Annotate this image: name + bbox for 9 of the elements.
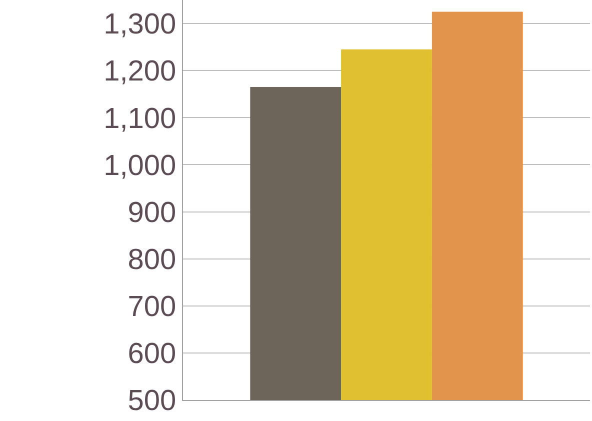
y-tick-label: 1,000: [104, 150, 176, 182]
y-tick-label: 1,100: [104, 102, 176, 135]
y-tick-label: 900: [128, 196, 176, 229]
y-tick-label: 1,300: [104, 8, 176, 41]
y-tick-label: 1,200: [104, 56, 176, 88]
y-tick-label: 800: [128, 244, 176, 276]
y-tick-label: 500: [128, 385, 176, 418]
y-tick-label: 700: [128, 291, 176, 324]
y-tick-label: 600: [128, 338, 176, 370]
